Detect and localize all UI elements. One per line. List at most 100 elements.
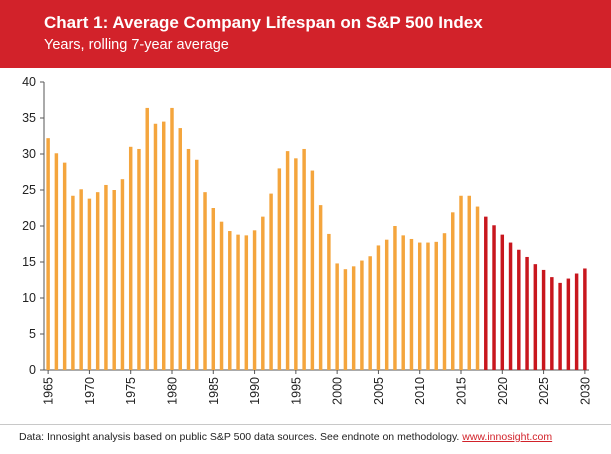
actual-bar <box>294 158 298 370</box>
y-tick-label: 10 <box>22 291 36 305</box>
x-tick-label: 2015 <box>455 377 469 405</box>
y-axis: 0 5 10 15 20 25 30 35 40 <box>22 75 45 377</box>
actual-bar <box>269 193 273 370</box>
x-tick-label: 1965 <box>42 377 56 405</box>
forecast-bar <box>492 225 496 370</box>
actual-bar <box>104 184 108 370</box>
actual-bar <box>236 234 240 370</box>
actual-bar <box>137 148 141 370</box>
actual-bar <box>302 148 306 370</box>
actual-bar <box>360 260 364 370</box>
actual-bar <box>368 256 372 370</box>
y-tick-label: 30 <box>22 147 36 161</box>
forecast-bar <box>517 249 521 370</box>
chart-header: Chart 1: Average Company Lifespan on S&P… <box>0 0 611 68</box>
actual-bar <box>318 205 323 370</box>
actual-bar <box>228 231 232 370</box>
actual-bar <box>112 190 116 370</box>
actual-bar <box>95 192 100 370</box>
forecast-bar <box>574 273 579 370</box>
actual-bar <box>261 216 265 370</box>
actual-bar <box>401 235 405 370</box>
actual-bar <box>153 123 158 370</box>
chart-subtitle: Years, rolling 7-year average <box>44 37 229 53</box>
actual-bar <box>219 221 224 370</box>
x-tick-label: 1990 <box>248 377 262 405</box>
x-tick-label: 2005 <box>372 377 386 405</box>
forecast-bar <box>500 234 505 370</box>
actual-bar <box>79 189 83 370</box>
forecast-bar <box>558 282 562 370</box>
y-tick-label: 20 <box>22 219 36 233</box>
actual-bar <box>451 212 455 370</box>
y-tick-label: 0 <box>29 363 36 377</box>
actual-bar <box>211 208 216 370</box>
footer-divider <box>0 424 611 425</box>
actual-bar <box>62 162 67 370</box>
x-axis: 1965 1970 1975 1980 1985 1990 1995 2000 2005 2010… <box>42 369 592 405</box>
actual-bar <box>128 146 133 370</box>
actual-bar <box>277 168 282 370</box>
chart-title: Chart 1: Average Company Lifespan on S&P… <box>44 13 483 32</box>
x-tick-label: 1995 <box>289 377 303 405</box>
actual-bar <box>442 233 447 370</box>
forecast-bar <box>541 269 546 370</box>
actual-bar <box>409 238 414 370</box>
actual-bar <box>343 269 348 370</box>
actual-bar <box>351 266 356 370</box>
y-tick-label: 15 <box>22 255 36 269</box>
forecast-bar <box>525 256 529 370</box>
actual-bar <box>46 138 50 370</box>
actual-bar <box>203 192 207 370</box>
actual-bar <box>120 179 125 370</box>
actual-bar <box>252 230 257 370</box>
forecast-bar <box>533 264 538 370</box>
actual-bar <box>393 226 397 370</box>
actual-bar <box>170 107 174 371</box>
actual-bar <box>335 263 339 370</box>
actual-bar <box>376 245 381 370</box>
x-tick-label: 1975 <box>124 377 138 405</box>
forecast-bar <box>550 277 554 370</box>
x-tick-label: 2020 <box>496 377 510 405</box>
x-tick-label: 1985 <box>207 377 221 405</box>
y-tick-label: 5 <box>29 327 36 341</box>
actual-bar <box>195 159 199 370</box>
actual-bar <box>434 241 438 370</box>
forecast-bar <box>508 242 513 370</box>
actual-bar <box>310 170 315 370</box>
actual-bar <box>426 242 430 370</box>
actual-bar <box>162 121 166 370</box>
actual-bar <box>244 235 249 370</box>
x-tick-label: 2030 <box>578 377 592 405</box>
actual-bar <box>459 195 463 370</box>
y-tick-label: 35 <box>22 111 36 125</box>
actual-bar <box>475 206 480 370</box>
x-tick-label: 2010 <box>413 377 427 405</box>
bars <box>46 107 587 371</box>
actual-bar <box>71 195 75 370</box>
forecast-bar <box>484 216 488 370</box>
x-tick-label: 1980 <box>166 377 180 405</box>
actual-bar <box>54 153 59 370</box>
forecast-bar <box>566 278 571 370</box>
x-tick-label: 1970 <box>83 377 97 405</box>
actual-bar <box>87 198 92 370</box>
x-tick-label: 2025 <box>537 377 551 405</box>
actual-bar <box>186 148 191 370</box>
actual-bar <box>384 239 389 370</box>
source-note: Data: Innosight analysis based on public… <box>19 431 552 443</box>
actual-bar <box>327 233 331 370</box>
actual-bar <box>145 107 149 371</box>
x-tick-label: 2000 <box>331 377 345 405</box>
y-tick-label: 25 <box>22 183 36 197</box>
actual-bar <box>285 151 290 370</box>
source-text: Data: Innosight analysis based on public… <box>19 431 460 443</box>
actual-bar <box>417 242 422 370</box>
forecast-bar <box>583 268 587 370</box>
source-link[interactable]: www.innosight.com <box>462 431 553 443</box>
actual-bar <box>467 195 471 370</box>
y-tick-label: 40 <box>22 75 36 89</box>
actual-bar <box>178 128 182 370</box>
